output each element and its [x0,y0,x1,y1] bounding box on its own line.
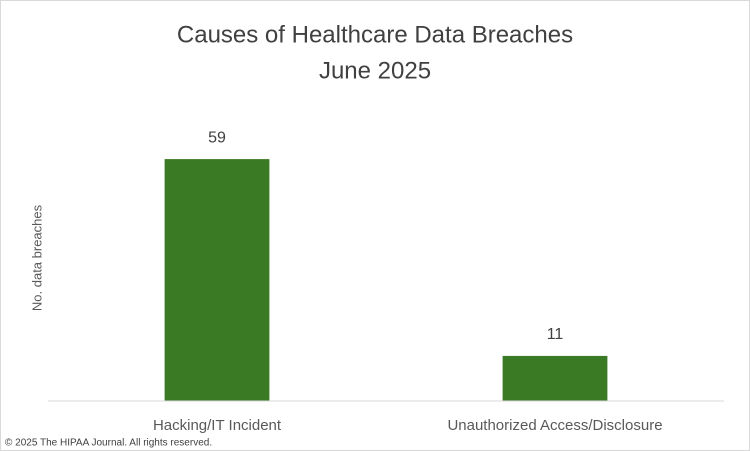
bar [502,355,608,401]
data-label: 59 [208,129,226,146]
chart-title: June 2025 [319,57,431,84]
data-label: 11 [547,326,564,343]
y-axis-label: No. data breaches [29,204,44,311]
footer: © 2025 The HIPAA Journal. All rights res… [5,438,212,449]
x-tick-label: Hacking/IT Incident [153,417,282,434]
x-tick-label: Unauthorized Access/Disclosure [447,417,662,434]
chart-title: Causes of Healthcare Data Breaches [177,21,573,48]
bar [164,159,270,401]
